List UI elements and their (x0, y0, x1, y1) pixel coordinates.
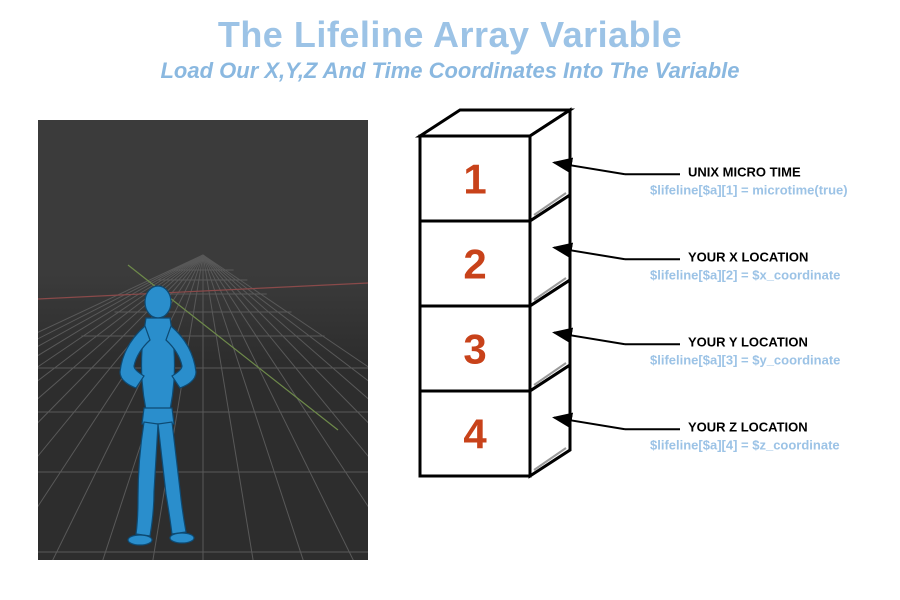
array-index-number: 3 (463, 326, 486, 373)
array-index-number: 4 (463, 411, 487, 458)
title-block: The Lifeline Array Variable Load Our X,Y… (0, 0, 900, 84)
array-slot-label: YOUR Y LOCATION (688, 334, 808, 349)
array-index-number: 2 (463, 241, 486, 288)
array-slot-label: UNIX MICRO TIME (688, 164, 801, 179)
array-slot-code: $lifeline[$a][1] = microtime(true) (650, 182, 848, 197)
content-area: 1 UNIX MICRO TIME $lifeline[$a][1] = micro… (0, 112, 900, 572)
array-slot-code: $lifeline[$a][4] = $z_coordinate (650, 437, 840, 452)
array-slot-label: YOUR Z LOCATION (688, 419, 808, 434)
page-subtitle: Load Our X,Y,Z And Time Coordinates Into… (0, 58, 900, 84)
array-slot-code: $lifeline[$a][3] = $y_coordinate (650, 352, 840, 367)
array-index-number: 1 (463, 156, 486, 203)
array-stack-diagram: 1 UNIX MICRO TIME $lifeline[$a][1] = micro… (400, 106, 890, 566)
array-slot-label: YOUR X LOCATION (688, 249, 808, 264)
array-slot-code: $lifeline[$a][2] = $x_coordinate (650, 267, 840, 282)
scene-3d (38, 120, 368, 560)
page-title: The Lifeline Array Variable (0, 14, 900, 56)
